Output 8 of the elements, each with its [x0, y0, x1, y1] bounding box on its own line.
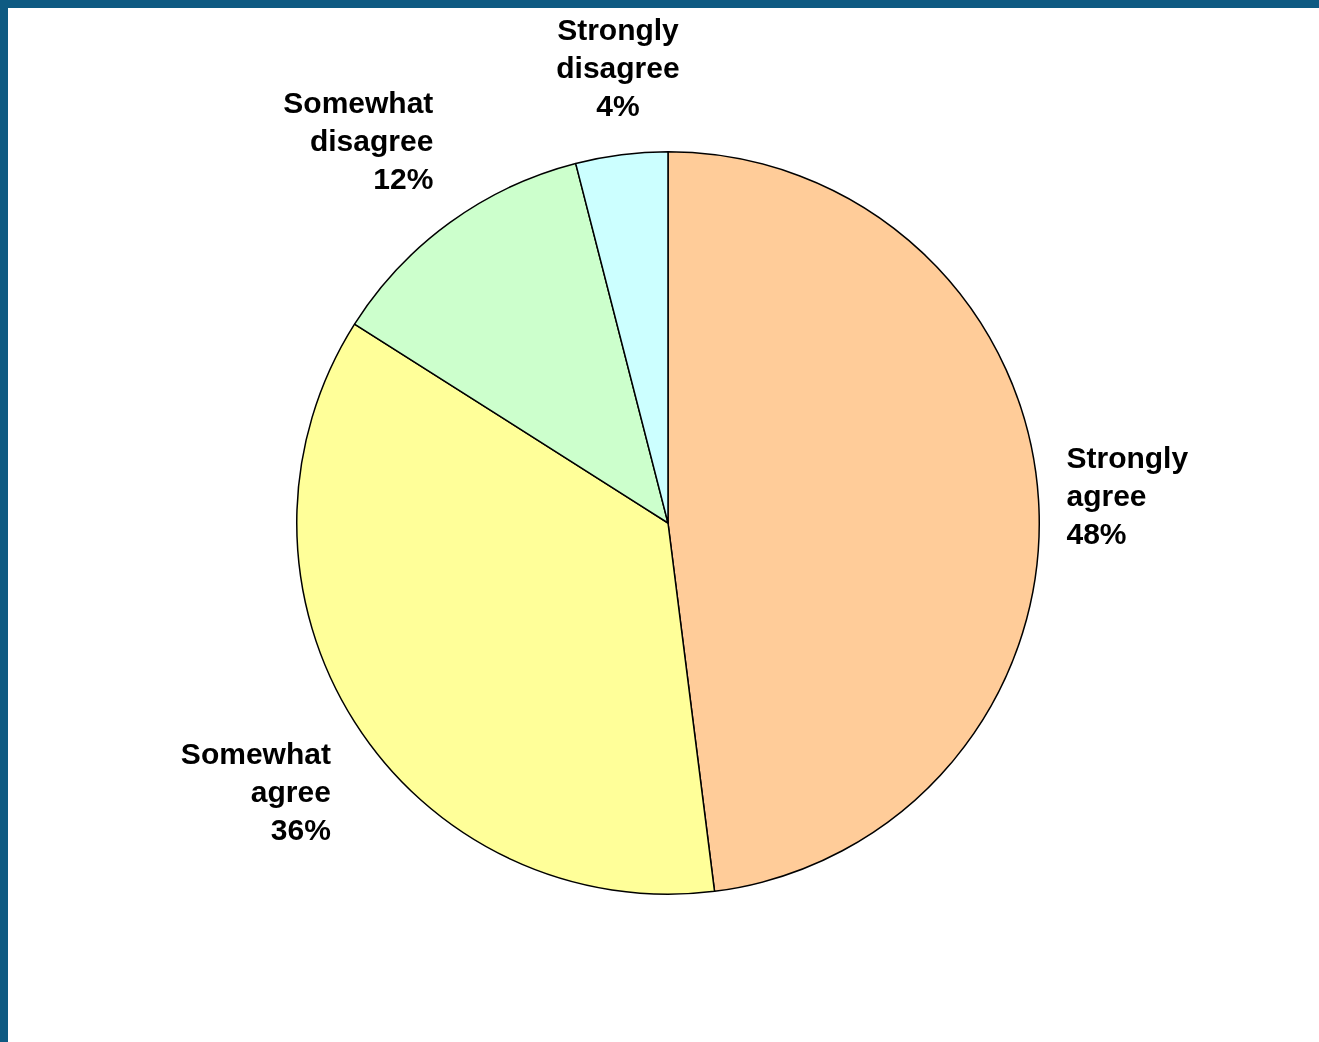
data-label: 4%	[596, 89, 640, 123]
data-label: 36%	[270, 813, 331, 847]
data-label: 12%	[373, 162, 434, 196]
slice-label: Somewhat disagree	[283, 86, 434, 158]
data-label: 48%	[1066, 517, 1127, 551]
slice-label: Strongly agree	[1066, 441, 1189, 513]
slice-label: Somewhat agree	[180, 737, 331, 809]
slice-label: Strongly disagree	[556, 13, 680, 85]
